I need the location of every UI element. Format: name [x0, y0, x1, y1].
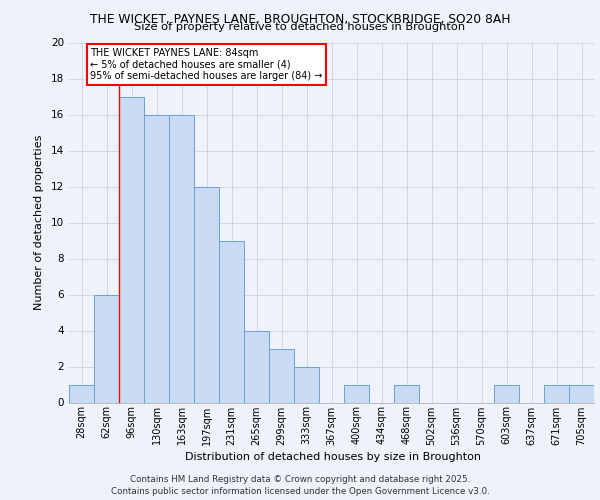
Bar: [544, 384, 569, 402]
Text: THE WICKET PAYNES LANE: 84sqm
← 5% of detached houses are smaller (4)
95% of sem: THE WICKET PAYNES LANE: 84sqm ← 5% of de…: [90, 48, 323, 81]
Bar: [494, 384, 519, 402]
Y-axis label: Number of detached properties: Number of detached properties: [34, 135, 44, 310]
Text: Distribution of detached houses by size in Broughton: Distribution of detached houses by size …: [185, 452, 481, 462]
Text: Size of property relative to detached houses in Broughton: Size of property relative to detached ho…: [134, 22, 466, 32]
Bar: [94, 294, 119, 403]
Bar: [569, 384, 594, 402]
Bar: [69, 384, 94, 402]
Bar: [344, 384, 369, 402]
Bar: [119, 96, 144, 403]
Text: THE WICKET, PAYNES LANE, BROUGHTON, STOCKBRIDGE, SO20 8AH: THE WICKET, PAYNES LANE, BROUGHTON, STOC…: [90, 12, 510, 26]
Bar: [194, 186, 219, 402]
Bar: [269, 348, 294, 403]
Bar: [294, 366, 319, 402]
Text: Contains HM Land Registry data © Crown copyright and database right 2025.: Contains HM Land Registry data © Crown c…: [130, 476, 470, 484]
Bar: [169, 114, 194, 403]
Bar: [219, 240, 244, 402]
Text: Contains public sector information licensed under the Open Government Licence v3: Contains public sector information licen…: [110, 486, 490, 496]
Bar: [244, 330, 269, 402]
Bar: [394, 384, 419, 402]
Bar: [144, 114, 169, 403]
